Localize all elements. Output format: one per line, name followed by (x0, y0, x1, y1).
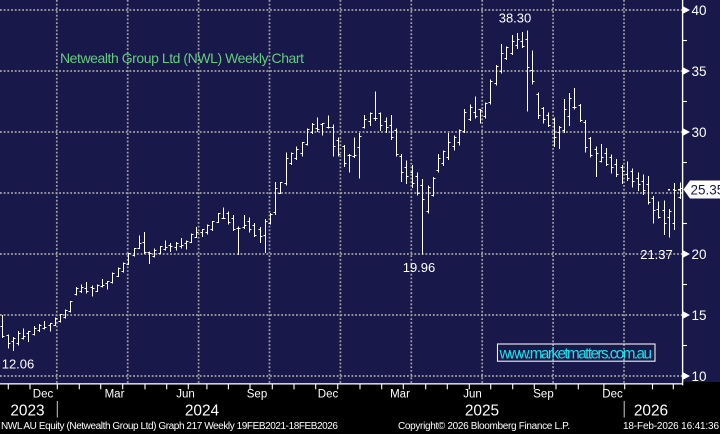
svg-text:Copyright© 2026 Bloomberg Fina: Copyright© 2026 Bloomberg Finance L.P. (398, 421, 570, 432)
svg-text:2023: 2023 (10, 402, 44, 419)
svg-text:2026: 2026 (634, 402, 668, 419)
svg-text:25.35: 25.35 (691, 182, 720, 197)
svg-text:Dec: Dec (33, 388, 54, 400)
svg-text:35: 35 (692, 64, 707, 79)
svg-text:2024: 2024 (185, 402, 220, 419)
svg-text:38.30: 38.30 (499, 11, 532, 26)
svg-text:Netwealth Group Ltd (NWL) Week: Netwealth Group Ltd (NWL) Weekly Chart (60, 50, 304, 66)
svg-text:10: 10 (692, 369, 707, 384)
svg-text:20: 20 (692, 247, 707, 262)
svg-text:2025: 2025 (465, 402, 499, 419)
svg-text:18-Feb-2026 16:41:36: 18-Feb-2026 16:41:36 (623, 421, 719, 432)
svg-text:19.96: 19.96 (403, 260, 436, 275)
svg-text:Mar: Mar (390, 388, 410, 400)
svg-text:15: 15 (692, 308, 707, 323)
svg-text:NWL AU Equity (Netwealth Group: NWL AU Equity (Netwealth Group Ltd) Grap… (1, 421, 338, 432)
svg-text:Sep: Sep (533, 388, 553, 400)
svg-text:Sep: Sep (247, 388, 267, 400)
svg-text:21.37: 21.37 (640, 247, 673, 262)
svg-text:www.marketmatters.com.au: www.marketmatters.com.au (499, 345, 653, 362)
svg-text:Jun: Jun (463, 388, 482, 400)
svg-text:40: 40 (692, 3, 707, 18)
svg-text:Mar: Mar (105, 388, 125, 400)
svg-text:Dec: Dec (602, 388, 623, 400)
svg-text:Jun: Jun (176, 388, 195, 400)
svg-text:30: 30 (692, 125, 707, 140)
svg-text:12.06: 12.06 (2, 357, 35, 372)
svg-text:Dec: Dec (318, 388, 339, 400)
